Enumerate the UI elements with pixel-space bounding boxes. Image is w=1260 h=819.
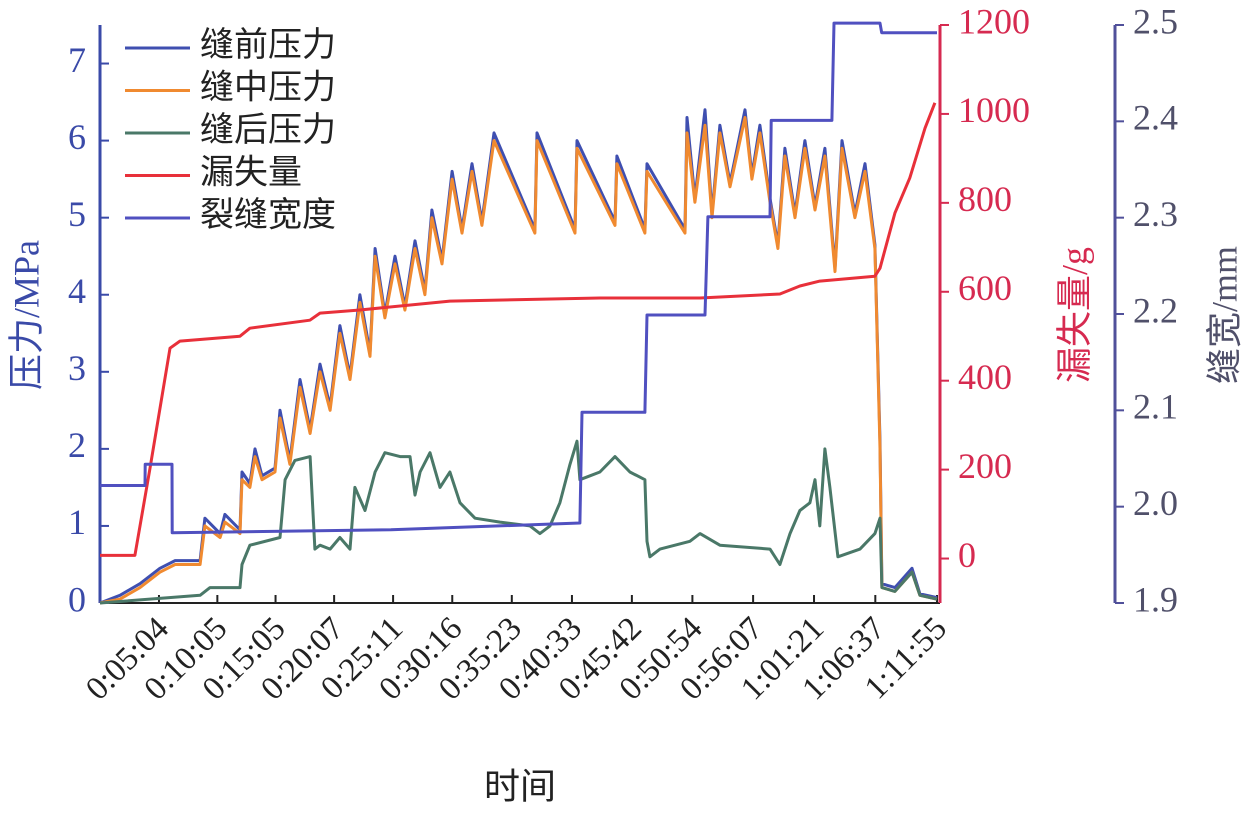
y3-tick-label: 2.3 [1133, 194, 1178, 234]
y2-tick-label: 0 [958, 535, 976, 575]
y-tick-label: 2 [68, 425, 86, 465]
x-axis-title: 时间 [484, 766, 556, 806]
y-tick-label: 4 [68, 271, 86, 311]
y2-tick-label: 600 [958, 268, 1012, 308]
y-tick-label: 5 [68, 194, 86, 234]
y-tick-label: 1 [68, 502, 86, 542]
y-tick-label: 3 [68, 348, 86, 388]
y2-axis-title: 漏失量/g [1054, 247, 1094, 383]
legend-label: 裂缝宽度 [200, 196, 336, 234]
series-line [100, 21, 937, 535]
legend-label: 缝中压力 [200, 68, 336, 106]
y-tick-label: 0 [68, 579, 86, 619]
y3-tick-label: 2.2 [1133, 290, 1178, 330]
y2-tick-label: 200 [958, 446, 1012, 486]
y3-tick-label: 2.5 [1133, 1, 1178, 41]
y2-tick-label: 800 [958, 179, 1012, 219]
y2-tick-label: 1000 [958, 90, 1030, 130]
legend-label: 缝前压力 [200, 26, 336, 64]
series-line [99, 116, 938, 605]
y2-tick-label: 400 [958, 357, 1012, 397]
y3-tick-label: 2.1 [1133, 387, 1178, 427]
legend-label: 漏失量 [200, 153, 302, 191]
y3-tick-label: 2.4 [1133, 98, 1178, 138]
y-tick-label: 7 [68, 40, 86, 80]
y-tick-label: 6 [68, 117, 86, 157]
y3-axis-title: 缝宽/mm [1204, 246, 1244, 384]
y3-tick-label: 2.0 [1133, 483, 1178, 523]
y-axis-title: 压力/MPa [6, 240, 46, 390]
y2-tick-label: 1200 [958, 1, 1030, 41]
legend-label: 缝后压力 [200, 111, 336, 149]
series-line [100, 102, 937, 557]
y3-tick-label: 1.9 [1133, 579, 1178, 619]
series-line [99, 439, 938, 605]
